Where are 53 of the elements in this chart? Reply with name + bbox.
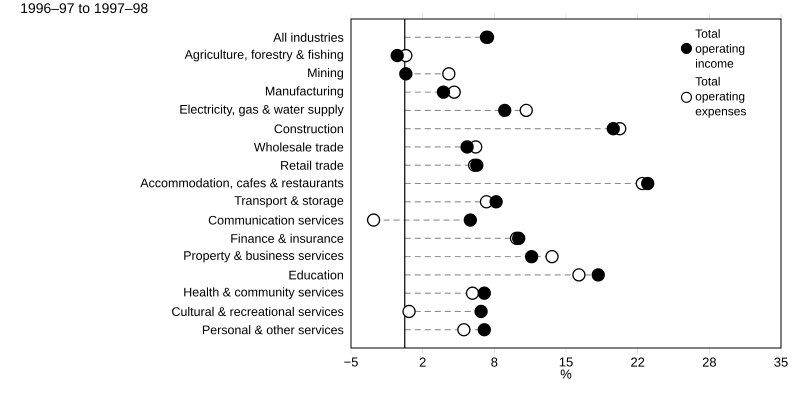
point	[498, 104, 512, 118]
y-tick-label: Accommodation, cafes & restaurants	[140, 178, 344, 189]
text: 1996–97 to 1997–98	[21, 3, 148, 14]
y-tick-label: All industries	[273, 32, 344, 42]
y-tick-label: Electricity, gas & water supply	[180, 104, 344, 116]
x-tick-label: 8	[491, 358, 498, 367]
y-tick-label: Communication services	[208, 215, 344, 225]
x-tick-label: 22	[631, 358, 644, 367]
y-tick-label: Manufacturing	[266, 86, 343, 98]
x-axis-title: %	[560, 370, 572, 379]
point	[466, 286, 480, 300]
y-tick-label: Transport & storage	[234, 196, 344, 208]
point	[448, 85, 461, 99]
legend-label: Total operating income	[695, 29, 744, 68]
point	[641, 176, 654, 190]
point	[520, 104, 533, 118]
y-tick-label: Construction	[274, 124, 343, 134]
legend-label: Total operating expenses	[695, 76, 746, 118]
y-tick-label: Mining	[308, 68, 343, 80]
y-tick-label: Wholesale trade	[254, 142, 344, 152]
y-tick-label: Health & community services	[184, 287, 344, 299]
x-tick-label: 35	[774, 358, 788, 367]
point	[464, 213, 477, 227]
point	[436, 85, 450, 99]
point	[366, 213, 380, 227]
point	[474, 304, 488, 318]
y-tick-label: Education	[289, 270, 343, 280]
point	[390, 48, 404, 62]
y-tick-label: Finance & insurance	[231, 234, 344, 243]
point	[512, 232, 526, 245]
point	[470, 158, 484, 172]
point	[402, 304, 416, 318]
y-tick-label: Retail trade	[281, 160, 344, 170]
x-tick-label: 28	[702, 358, 716, 367]
point	[545, 250, 559, 264]
y-tick-label: Property & business services	[184, 250, 344, 262]
x-tick-label: 2	[420, 358, 426, 367]
y-tick-label: Agriculture, forestry & fishing	[184, 50, 343, 62]
point	[606, 122, 620, 136]
x-tick-label: −5	[344, 358, 358, 367]
point	[460, 140, 474, 154]
x-tick-label: 15	[560, 358, 573, 367]
point	[592, 268, 605, 282]
point	[478, 286, 491, 300]
point	[399, 67, 412, 80]
point	[442, 67, 456, 80]
y-tick-label: Cultural & recreational services	[172, 306, 344, 316]
point	[572, 268, 586, 282]
point	[457, 323, 471, 336]
point	[478, 323, 491, 336]
point	[524, 250, 538, 264]
point	[489, 195, 503, 208]
y-tick-label: Personal & other services	[202, 325, 344, 334]
